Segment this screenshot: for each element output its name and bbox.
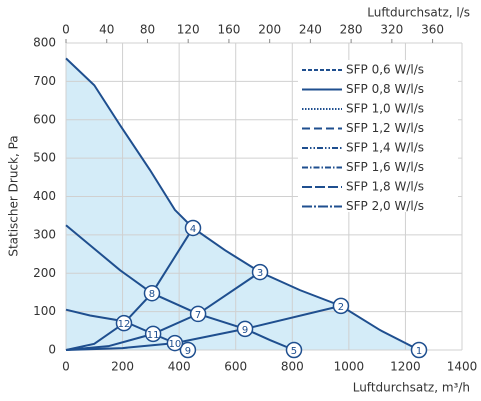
point-label: 1 [416,346,422,357]
point-marker [179,341,197,359]
area-fill [66,58,420,350]
x2-tick-label: 360 [421,23,444,37]
x2-tick-label: 80 [140,23,155,37]
x-tick-label: 600 [224,360,247,374]
point-label: 8 [149,289,155,300]
x2-tick-label: 240 [299,23,322,37]
x-tick-label: 1000 [334,360,365,374]
y-tick-label: 200 [33,266,56,280]
point-label: 2 [338,302,344,313]
x-tick-label: 800 [281,360,304,374]
y-tick-label: 0 [48,343,56,357]
point-label: 11 [147,330,160,341]
x2-tick-label: 160 [217,23,240,37]
point-marker [143,284,161,302]
point-marker [115,314,133,332]
point-marker [251,263,269,281]
x2-axis-label: Luftdurchsatz, l/s [367,6,470,20]
y-tick-label: 800 [33,36,56,50]
point-marker [144,325,162,343]
point-marker [189,305,207,323]
y-tick-label: 300 [33,227,56,241]
point-label: 10 [169,339,182,350]
x-tick-label: 1200 [390,360,421,374]
x-tick-label: 400 [168,360,191,374]
y-tick-label: 100 [33,304,56,318]
legend-label: SFP 1,4 W/l/s [346,141,424,155]
y-tick-label: 400 [33,189,56,203]
point-label: 4 [190,224,196,235]
legend-label: SFP 1,0 W/l/s [346,102,424,116]
x-axis-label: Luftdurchsatz, m³/h [353,381,470,395]
x-tick-label: 200 [111,360,134,374]
legend-label: SFP 2,0 W/l/s [346,199,424,213]
point-marker [332,297,350,315]
x-tick-label: 0 [62,360,70,374]
point-label: 7 [195,310,201,321]
point-marker [184,219,202,237]
x2-tick-label: 200 [258,23,281,37]
curve [65,224,295,351]
legend-label: SFP 1,6 W/l/s [346,160,424,174]
legend-label: SFP 0,8 W/l/s [346,82,424,96]
x2-tick-label: 40 [99,23,114,37]
x2-tick-label: 120 [177,23,200,37]
point-marker [410,341,428,359]
point-marker [166,334,184,352]
x2-tick-label: 0 [62,23,70,37]
legend-label: SFP 0,6 W/l/s [346,63,424,77]
y-tick-label: 700 [33,74,56,88]
y-tick-label: 600 [33,112,56,126]
x-tick-label: 1400 [447,360,478,374]
y-axis-label: Statischer Druck, Pa [7,135,21,256]
y-tick-label: 500 [33,151,56,165]
point-label: 3 [257,268,263,279]
x2-tick-label: 320 [380,23,403,37]
point-marker [236,320,254,338]
x2-tick-label: 280 [340,23,363,37]
point-marker [285,341,303,359]
point-label: 9 [242,325,248,336]
legend-label: SFP 1,8 W/l/s [346,180,424,194]
legend-label: SFP 1,2 W/l/s [346,121,424,135]
point-label: 5 [291,346,297,357]
point-label: 9 [185,346,191,357]
point-label: 12 [118,319,131,330]
